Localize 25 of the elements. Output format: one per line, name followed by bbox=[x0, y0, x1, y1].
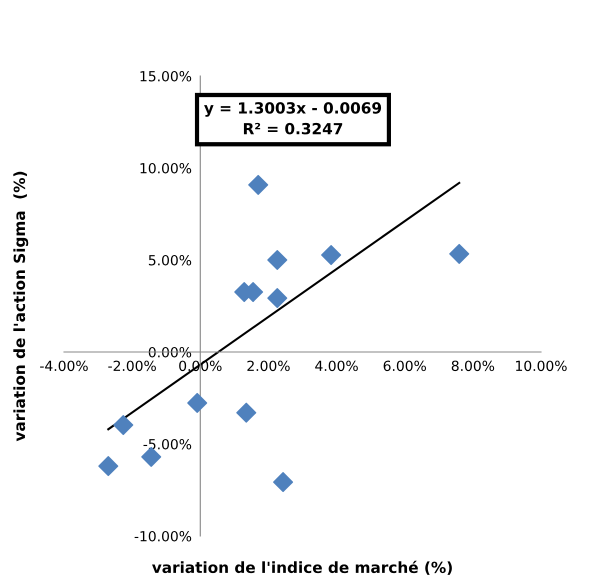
x-tick-label: 2.00% bbox=[247, 360, 290, 372]
x-tick-label: 10.00% bbox=[516, 360, 567, 372]
y-tick-label: 10.00% bbox=[140, 162, 192, 174]
point bbox=[187, 392, 208, 413]
y-tick-label: -10.00% bbox=[134, 530, 192, 542]
x-tick-label: 6.00% bbox=[384, 360, 426, 372]
point bbox=[267, 288, 288, 308]
point bbox=[113, 415, 134, 436]
point bbox=[267, 250, 288, 270]
y-tick-label: -5.00% bbox=[144, 438, 192, 450]
point bbox=[236, 402, 256, 423]
point bbox=[321, 245, 342, 266]
y-tick-label: 15.00% bbox=[140, 70, 192, 82]
annotation: y = 1.3003x - 0.0069 R² = 0.3247 bbox=[204, 102, 382, 134]
point bbox=[273, 472, 294, 492]
point bbox=[248, 174, 268, 195]
point bbox=[98, 456, 118, 476]
x-tick-label: 8.00% bbox=[452, 360, 494, 372]
x-tick-label: -4.00% bbox=[40, 360, 88, 372]
point bbox=[449, 244, 470, 264]
y-axis-title: variation de l'action Sigma (%) bbox=[13, 172, 28, 442]
x-tick-label: -2.00% bbox=[108, 360, 156, 372]
x-tick-label: 4.00% bbox=[315, 360, 358, 372]
x-axis-title: variation de l'indice de marché (%) bbox=[152, 560, 452, 575]
y-tick-label: 5.00% bbox=[148, 254, 192, 266]
